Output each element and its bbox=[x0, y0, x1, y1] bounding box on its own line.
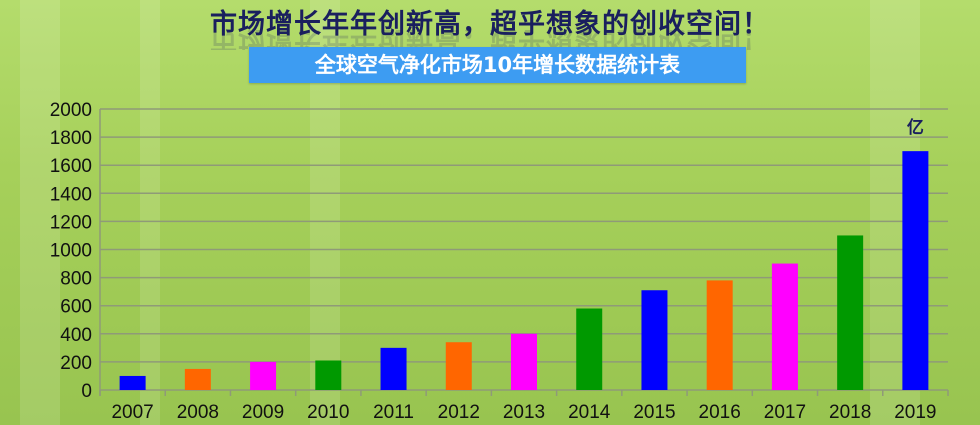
bar-2007 bbox=[119, 375, 146, 390]
y-tick-label: 600 bbox=[60, 297, 92, 318]
y-tick-label: 1400 bbox=[50, 184, 92, 205]
bar-2017 bbox=[771, 263, 798, 390]
y-tick-label: 1200 bbox=[50, 212, 92, 233]
x-tick-label: 2010 bbox=[307, 402, 349, 423]
y-tick-label: 1800 bbox=[50, 128, 92, 149]
y-tick-label: 0 bbox=[81, 381, 92, 402]
x-tick-label: 2016 bbox=[699, 402, 741, 423]
y-tick-label: 400 bbox=[60, 325, 92, 346]
y-tick-label: 1600 bbox=[50, 156, 92, 177]
x-tick-label: 2017 bbox=[764, 402, 806, 423]
y-tick-label: 1000 bbox=[50, 241, 92, 262]
x-tick-label: 2007 bbox=[111, 402, 153, 423]
x-tick-label: 2009 bbox=[242, 402, 284, 423]
unit-label: 亿 bbox=[907, 117, 924, 138]
x-tick-label: 2014 bbox=[568, 402, 611, 423]
bar-2008 bbox=[184, 368, 211, 390]
x-tick-label: 2015 bbox=[633, 402, 675, 423]
bar-2016 bbox=[706, 280, 733, 390]
y-tick-label: 2000 bbox=[50, 100, 92, 121]
bar-2012 bbox=[445, 342, 472, 390]
background-stripe bbox=[20, 0, 60, 425]
background-stripe bbox=[140, 0, 160, 425]
x-tick-label: 2011 bbox=[373, 402, 414, 423]
bar-2018 bbox=[837, 235, 864, 390]
x-tick-label: 2019 bbox=[894, 402, 936, 423]
y-tick-label: 200 bbox=[60, 353, 92, 374]
bar-2013 bbox=[511, 333, 537, 390]
page-title: 市场增长年年创新高，超乎想象的创收空间！ bbox=[210, 9, 770, 40]
chart-title: 全球空气净化市场10年增长数据统计表 bbox=[249, 47, 746, 83]
bar-2014 bbox=[576, 308, 603, 390]
x-tick-label: 2013 bbox=[503, 402, 545, 423]
bar-2019 bbox=[902, 151, 929, 390]
x-tick-label: 2018 bbox=[829, 402, 871, 423]
x-tick-label: 2008 bbox=[177, 402, 219, 423]
x-tick-label: 2012 bbox=[438, 402, 480, 423]
bar-2011 bbox=[380, 347, 407, 390]
bar-2009 bbox=[250, 361, 277, 390]
bar-2010 bbox=[315, 360, 342, 390]
bar-2015 bbox=[641, 290, 668, 390]
y-tick-label: 800 bbox=[60, 269, 92, 290]
